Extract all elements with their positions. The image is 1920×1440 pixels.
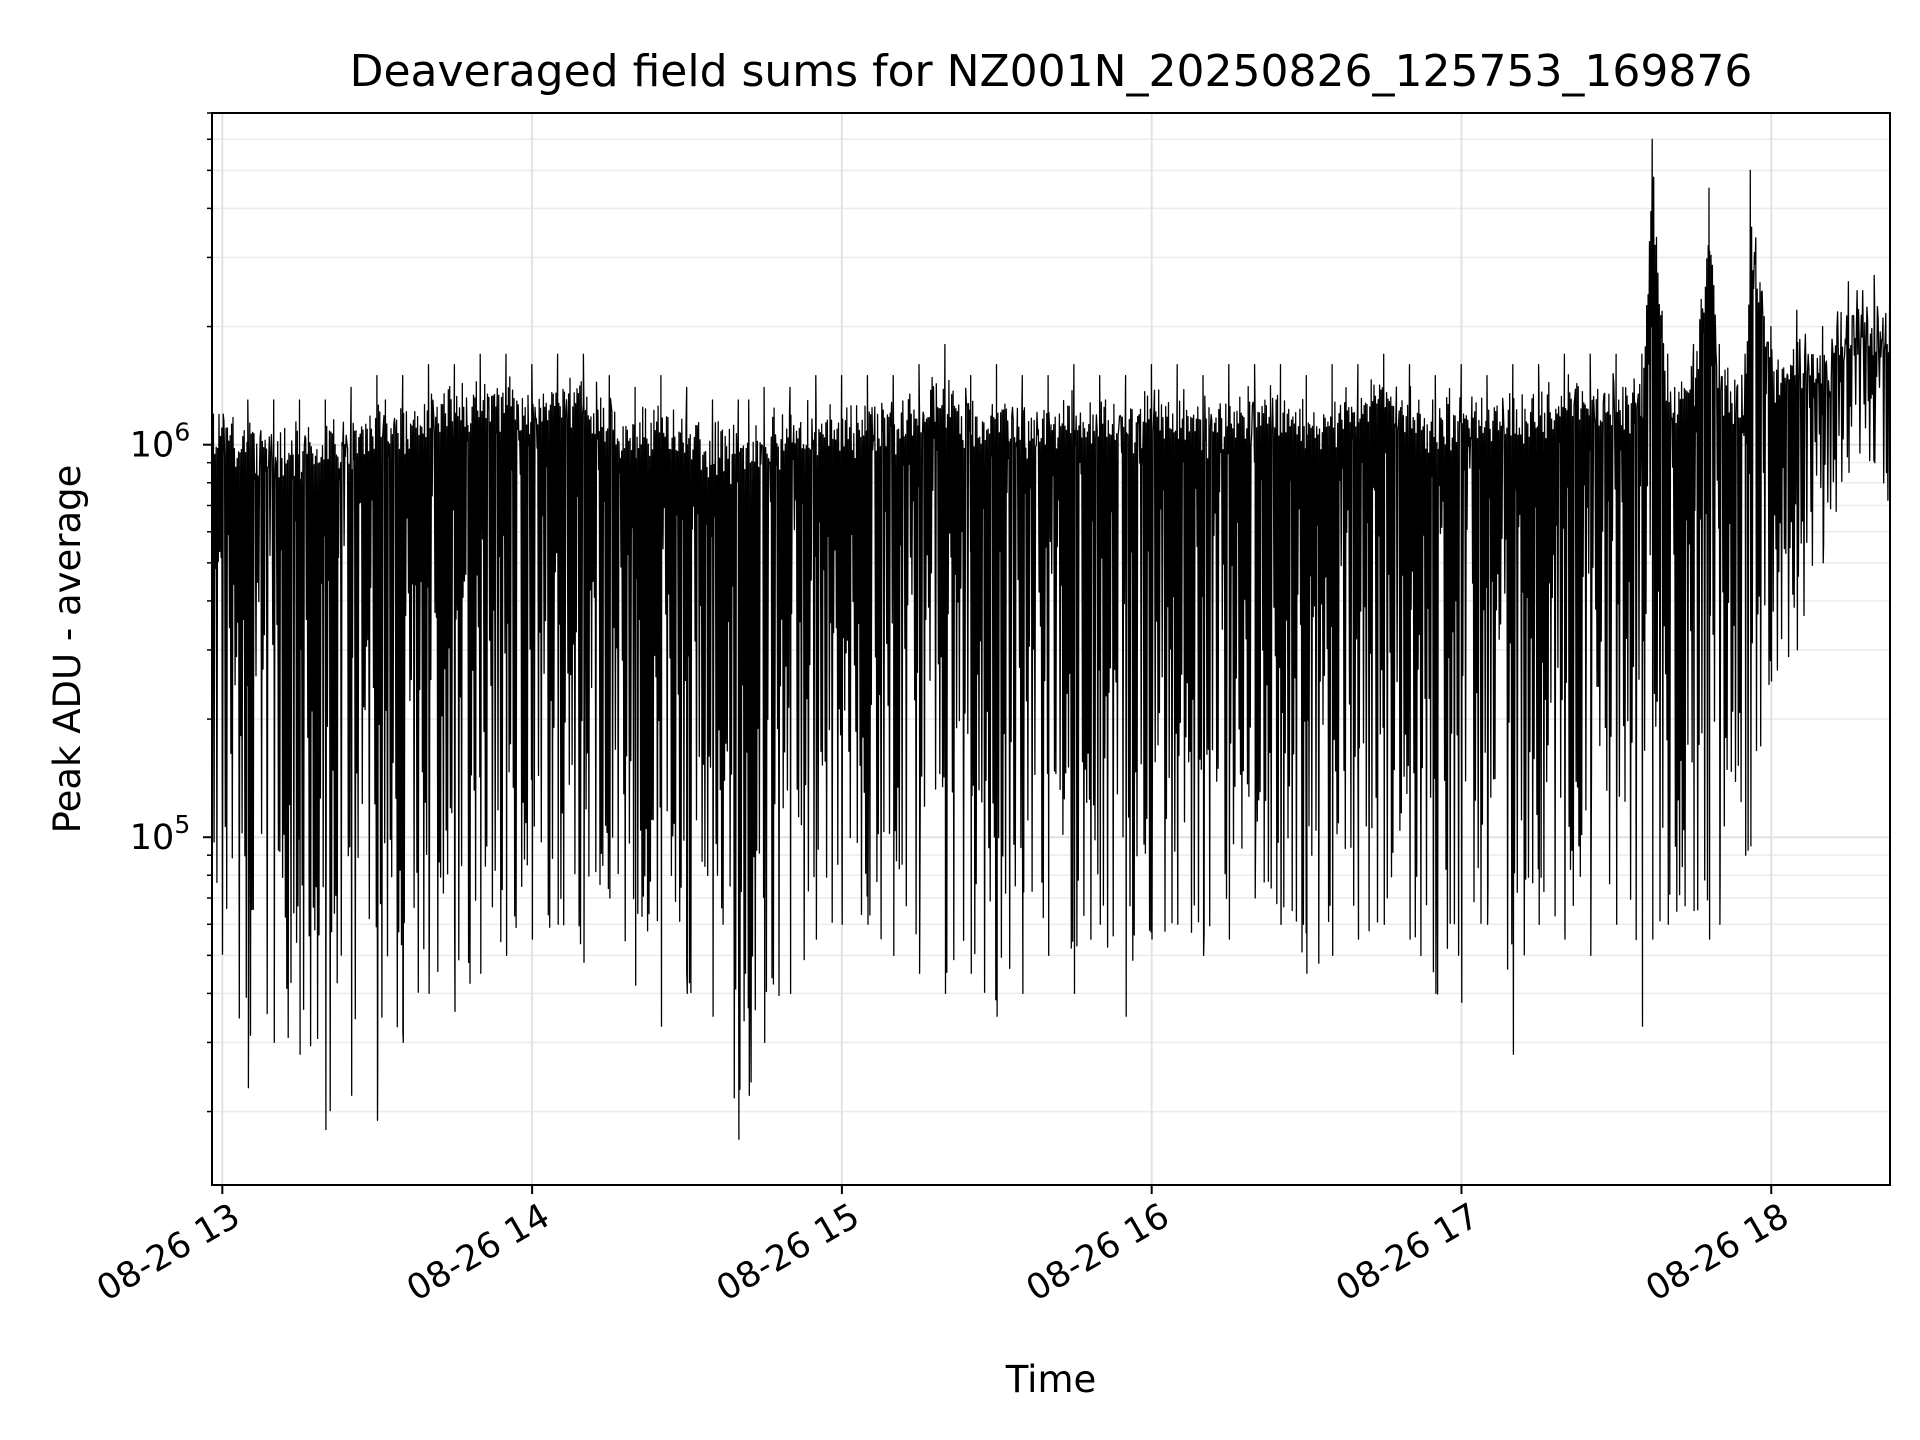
series-path [211, 138, 1891, 1140]
series-line [211, 138, 1891, 1140]
y-tick-exponent: 6 [174, 418, 190, 447]
chart-title: Deaveraged field sums for NZ001N_2025082… [350, 46, 1753, 97]
plot-frame [211, 112, 1891, 1186]
y-tick-label: 106 [130, 418, 190, 466]
y-tick-base: 10 [130, 426, 175, 466]
y-tick-exponent: 5 [174, 810, 190, 839]
x-axis-label: Time [1005, 1358, 1097, 1401]
y-axis-label: Peak ADU - average [46, 465, 89, 834]
y-tick-base: 10 [130, 818, 175, 858]
y-tick-label: 105 [130, 810, 190, 858]
